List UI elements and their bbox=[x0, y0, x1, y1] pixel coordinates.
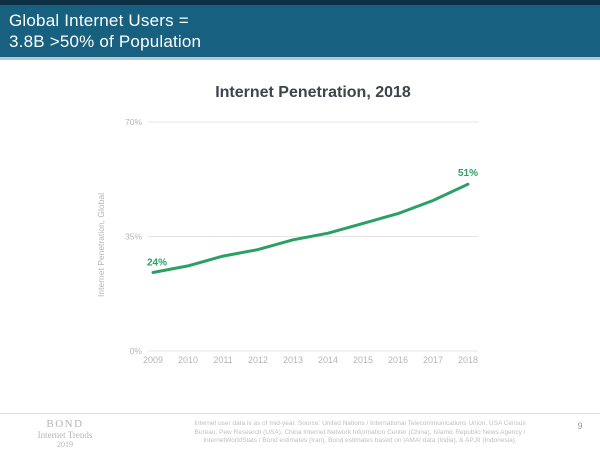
y-axis-title: Internet Penetration, Global bbox=[96, 193, 106, 297]
bond-logo: BOND Internet Trends 2019 bbox=[18, 418, 112, 449]
bond-logo-year: 2019 bbox=[57, 440, 73, 449]
bond-logo-name: BOND bbox=[46, 418, 84, 430]
chart-title: Internet Penetration, 2018 bbox=[215, 84, 411, 101]
slide-title-line2: 3.8B >50% of Population bbox=[9, 32, 202, 51]
first-value-label: 24% bbox=[147, 257, 167, 268]
x-tick-label: 2017 bbox=[423, 355, 443, 365]
x-tick-label: 2011 bbox=[213, 355, 232, 365]
x-tick-label: 2012 bbox=[248, 355, 268, 365]
source-note: Internet user data is as of mid-year. So… bbox=[135, 420, 585, 446]
y-tick-label: 0% bbox=[130, 346, 143, 356]
x-tick-label: 2010 bbox=[178, 355, 198, 365]
source-note-line1: Internet user data is as of mid-year. So… bbox=[194, 420, 526, 427]
x-tick-label: 2014 bbox=[318, 355, 338, 365]
top-accent-strip bbox=[0, 0, 600, 5]
x-tick-label: 2018 bbox=[458, 355, 478, 365]
slide-header: Global Internet Users = 3.8B >50% of Pop… bbox=[0, 5, 600, 60]
source-note-line2: Bureau, Pew Research (USA), China Intern… bbox=[194, 428, 526, 436]
y-tick-label: 70% bbox=[125, 117, 142, 127]
bond-logo-subtitle: Internet Trends bbox=[37, 430, 93, 440]
y-tick-label: 35% bbox=[125, 232, 142, 242]
footer-divider bbox=[0, 413, 600, 414]
penetration-line-chart: 0% 35% 70% 2009 2010 2011 2012 2013 2014 2015 2016… bbox=[96, 117, 478, 365]
slide-title-line1: Global Internet Users = bbox=[9, 11, 189, 30]
x-tick-label: 2016 bbox=[388, 355, 408, 365]
x-tick-label: 2015 bbox=[353, 355, 373, 365]
last-value-label: 51% bbox=[458, 168, 478, 179]
x-tick-label: 2009 bbox=[143, 355, 163, 365]
data-line bbox=[151, 182, 470, 274]
source-note-line3: InternetWorldStats / Bond estimates (Ira… bbox=[203, 437, 517, 444]
slide-title: Global Internet Users = 3.8B >50% of Pop… bbox=[0, 5, 600, 52]
page-number: 9 bbox=[577, 421, 583, 431]
x-tick-label: 2013 bbox=[283, 355, 303, 365]
